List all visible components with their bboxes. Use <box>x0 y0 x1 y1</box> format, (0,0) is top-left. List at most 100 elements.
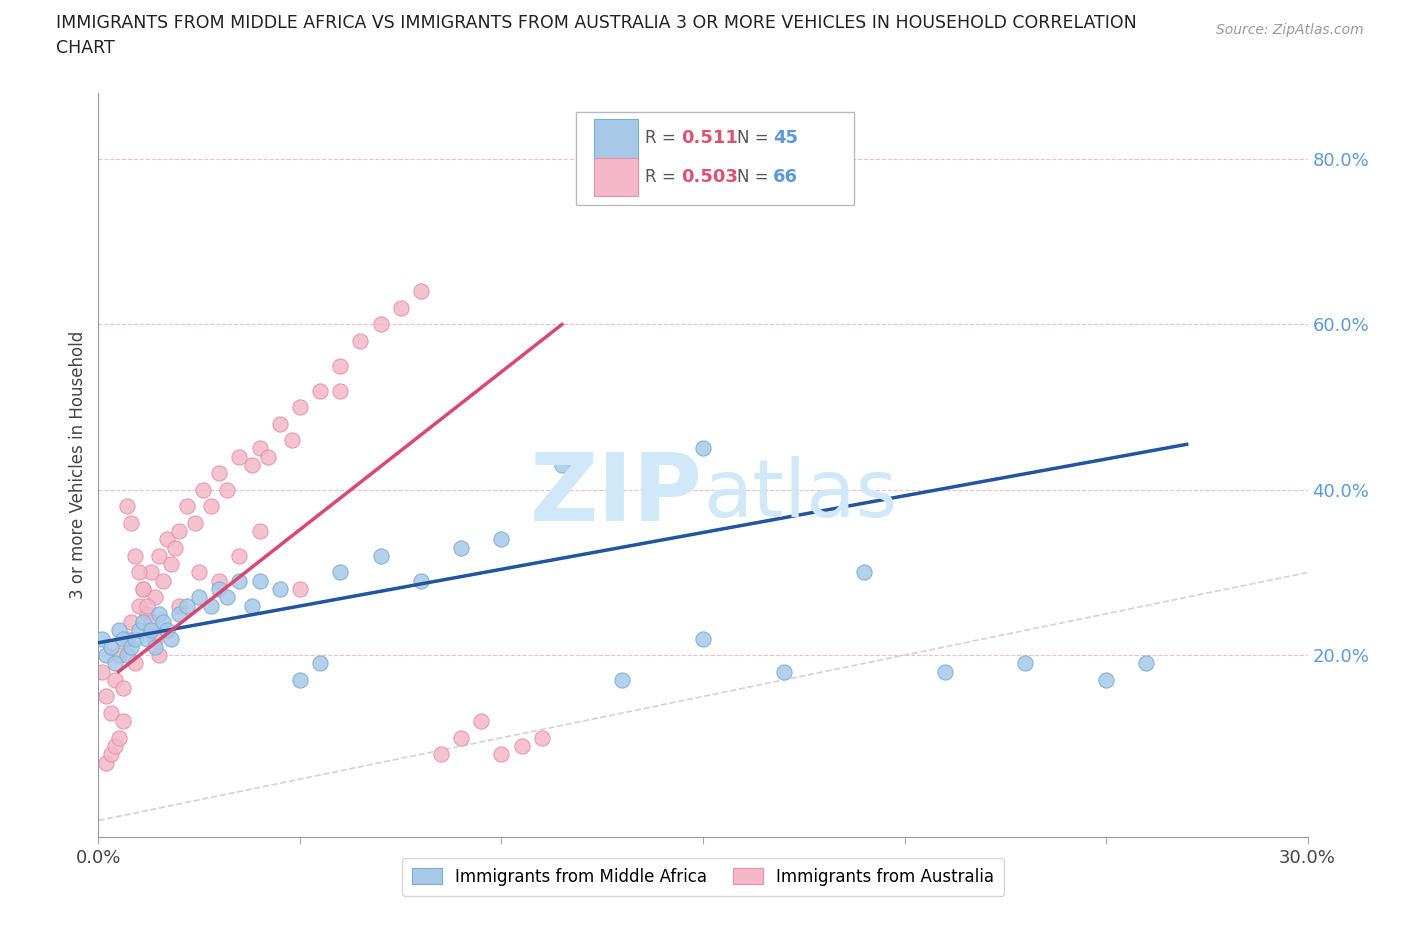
Point <box>249 524 271 538</box>
Text: 45: 45 <box>773 129 799 148</box>
Point <box>470 714 492 729</box>
Point <box>103 672 125 687</box>
Point <box>139 623 162 638</box>
Point <box>148 549 170 564</box>
Point <box>228 573 250 588</box>
Point <box>176 498 198 513</box>
FancyBboxPatch shape <box>576 112 855 205</box>
Point <box>128 565 150 580</box>
Point <box>103 738 125 753</box>
Point <box>91 664 114 679</box>
Point <box>409 284 432 299</box>
Text: 66: 66 <box>773 168 799 186</box>
Point <box>450 540 472 555</box>
Point <box>120 640 142 655</box>
Point <box>228 449 250 464</box>
Point <box>309 656 332 671</box>
Y-axis label: 3 or more Vehicles in Household: 3 or more Vehicles in Household <box>69 331 87 599</box>
Point <box>208 581 231 596</box>
Point <box>143 640 166 655</box>
Point <box>370 317 392 332</box>
Text: atlas: atlas <box>703 456 897 534</box>
Point <box>329 565 352 580</box>
Point <box>1014 656 1036 671</box>
Point <box>281 432 304 447</box>
Point <box>200 598 222 613</box>
Point <box>100 706 122 721</box>
Point <box>309 383 332 398</box>
Point <box>128 598 150 613</box>
Point <box>148 606 170 621</box>
Point <box>240 598 263 613</box>
Point <box>389 300 412 315</box>
Point <box>107 623 129 638</box>
Point <box>288 581 311 596</box>
Point <box>176 598 198 613</box>
Point <box>430 747 453 762</box>
Text: ZIP: ZIP <box>530 449 703 540</box>
Text: CHART: CHART <box>56 39 115 57</box>
Point <box>139 615 162 630</box>
Point <box>288 400 311 415</box>
Point <box>160 631 183 646</box>
Point <box>329 383 352 398</box>
Point <box>135 606 157 621</box>
Point <box>100 747 122 762</box>
Point <box>160 557 183 572</box>
Point <box>184 515 207 530</box>
Point <box>934 664 956 679</box>
Point <box>167 524 190 538</box>
Point <box>115 631 138 646</box>
Point <box>96 689 118 704</box>
Point <box>612 672 634 687</box>
Point <box>692 441 714 456</box>
Point <box>143 590 166 604</box>
Point <box>240 458 263 472</box>
Point <box>249 441 271 456</box>
Point <box>228 549 250 564</box>
Point <box>491 532 513 547</box>
Point <box>853 565 876 580</box>
FancyBboxPatch shape <box>595 119 638 158</box>
Point <box>269 417 291 432</box>
Point <box>208 466 231 481</box>
Point <box>156 532 179 547</box>
Point <box>200 498 222 513</box>
Point <box>349 334 371 349</box>
Point <box>128 623 150 638</box>
Point <box>96 647 118 662</box>
Point <box>107 647 129 662</box>
Point <box>132 581 155 596</box>
Text: R =: R = <box>645 168 681 186</box>
Point <box>188 590 211 604</box>
Point <box>491 747 513 762</box>
Point <box>124 656 146 671</box>
Point <box>510 738 533 753</box>
Point <box>96 755 118 770</box>
Point <box>772 664 794 679</box>
Point <box>188 565 211 580</box>
Point <box>132 581 155 596</box>
Text: N =: N = <box>737 129 773 148</box>
Point <box>120 615 142 630</box>
Text: IMMIGRANTS FROM MIDDLE AFRICA VS IMMIGRANTS FROM AUSTRALIA 3 OR MORE VEHICLES IN: IMMIGRANTS FROM MIDDLE AFRICA VS IMMIGRA… <box>56 14 1137 32</box>
Point <box>91 631 114 646</box>
Point <box>409 573 432 588</box>
Point <box>120 515 142 530</box>
Point <box>152 573 174 588</box>
Point <box>329 358 352 373</box>
Legend: Immigrants from Middle Africa, Immigrants from Australia: Immigrants from Middle Africa, Immigrant… <box>402 857 1004 896</box>
Point <box>370 549 392 564</box>
Point <box>269 581 291 596</box>
Text: R =: R = <box>645 129 681 148</box>
Point <box>163 540 186 555</box>
Point <box>256 449 278 464</box>
Point <box>111 714 134 729</box>
Point <box>551 458 574 472</box>
Point <box>148 647 170 662</box>
Text: 0.503: 0.503 <box>682 168 738 186</box>
Point <box>692 631 714 646</box>
Point <box>530 730 553 745</box>
Point <box>115 498 138 513</box>
Text: N =: N = <box>737 168 773 186</box>
